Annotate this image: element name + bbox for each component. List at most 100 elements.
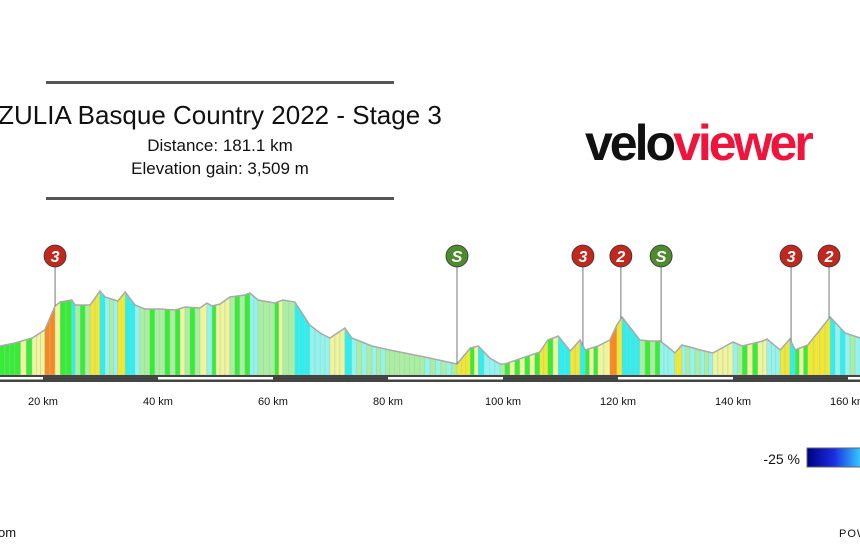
distance-bar-stripe	[0, 377, 43, 380]
profile-segment	[309, 324, 316, 376]
profile-segment	[282, 299, 290, 376]
profile-segment	[700, 349, 705, 376]
profile-segment	[329, 334, 336, 376]
profile-segment	[775, 345, 781, 376]
profile-segment	[849, 334, 856, 376]
profile-segment	[639, 339, 646, 376]
profile-segment	[414, 354, 420, 376]
profile-segment	[766, 338, 772, 376]
profile-segment	[125, 291, 131, 376]
profile-segment	[616, 316, 623, 376]
profile-segment	[824, 316, 831, 376]
profile-segment	[20, 339, 27, 376]
climb-marker: 3	[571, 244, 595, 346]
profile-segment	[144, 308, 150, 376]
profile-segment	[593, 345, 599, 376]
profile-segment	[159, 308, 166, 376]
profile-segment	[31, 334, 37, 376]
elevation-gain-text: Elevation gain: 3,509 m	[131, 159, 309, 178]
profile-segment	[314, 328, 321, 376]
profile-segment	[737, 343, 743, 376]
profile-segment	[324, 335, 331, 376]
profile-segment	[585, 348, 590, 376]
profile-segment	[288, 300, 296, 376]
profile-segment	[404, 352, 410, 376]
profile-segment	[184, 306, 191, 376]
profile-segment	[54, 301, 61, 376]
profile-area	[0, 289, 860, 376]
profile-segment	[129, 297, 136, 376]
profile-segment	[366, 343, 373, 376]
profile-segment	[440, 360, 447, 376]
profile-segment	[109, 298, 114, 376]
profile-segment	[663, 343, 669, 376]
profile-segment	[389, 349, 395, 376]
marker-badge	[43, 244, 67, 268]
distance-bar-stripe	[618, 377, 733, 380]
profile-segment	[376, 346, 382, 376]
climb-marker: 3	[779, 244, 803, 342]
profile-segment	[40, 329, 45, 376]
profile-segment	[179, 306, 186, 376]
profile-segment	[244, 292, 251, 376]
legend-min-label: -25 %	[763, 451, 800, 467]
profile-segment	[470, 346, 475, 376]
x-tick-label: 160 km	[830, 396, 860, 408]
profile-segment	[253, 296, 259, 376]
profile-segment	[164, 309, 171, 376]
profile-segment	[239, 294, 246, 376]
profile-segment	[626, 322, 632, 376]
profile-segment	[524, 355, 530, 376]
marker-label: 2	[615, 249, 625, 266]
distance-bar-stripe	[158, 377, 273, 380]
profile-segment	[819, 322, 826, 376]
profile-segment	[694, 348, 701, 376]
profile-segment	[380, 347, 386, 376]
climb-marker: 3	[43, 244, 67, 306]
marker-badge	[571, 244, 595, 268]
profile-segment	[263, 300, 270, 376]
profile-segment	[113, 299, 118, 376]
profile-segment	[708, 351, 714, 376]
profile-segment	[409, 353, 415, 376]
profile-segment	[839, 327, 846, 376]
profile-segment	[99, 290, 106, 376]
profile-segment	[278, 299, 283, 376]
profile-segment	[65, 299, 72, 376]
profile-segment	[829, 316, 836, 376]
profile-segment	[722, 344, 729, 376]
profile-segment	[36, 332, 41, 376]
profile-segment	[621, 316, 627, 376]
climb-markers: 3 S 3 2 S 3 2	[43, 244, 841, 364]
footer-left-text: om	[0, 525, 16, 540]
profile-segment	[424, 356, 431, 376]
profile-segment	[534, 351, 540, 376]
svg-text:veloviewer: veloviewer	[585, 115, 813, 171]
distance-bar-stripe	[388, 377, 503, 380]
profile-segment	[215, 303, 221, 376]
profile-segment	[299, 308, 306, 376]
profile-segment	[394, 350, 400, 376]
profile-segment	[854, 336, 860, 376]
profile-segment	[4, 343, 11, 376]
profile-segment	[211, 304, 217, 376]
marker-badge	[445, 244, 469, 268]
distance-bar-stripe	[848, 377, 860, 380]
profile-segment	[794, 348, 800, 376]
marker-label: S	[452, 249, 463, 266]
profile-segment	[334, 330, 341, 376]
profile-segment	[803, 344, 808, 376]
sprint-marker: S	[649, 244, 673, 342]
title-block: ZULIA Basque Country 2022 - Stage 3 Dist…	[0, 81, 442, 200]
profile-segment	[117, 291, 126, 376]
marker-label: 3	[51, 249, 60, 266]
x-tick-label: 80 km	[373, 396, 403, 408]
profile-segment	[169, 309, 176, 376]
profile-segment	[268, 301, 275, 376]
marker-label: 3	[578, 249, 587, 266]
profile-segment	[630, 327, 636, 376]
profile-segment	[94, 290, 101, 376]
profile-segment	[356, 339, 363, 376]
profile-segment	[712, 349, 719, 376]
